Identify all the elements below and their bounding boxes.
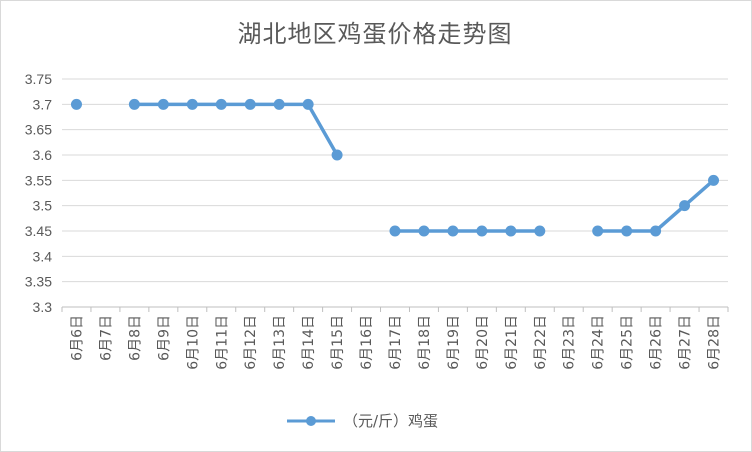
y-tick-label: 3.35 xyxy=(25,274,52,290)
x-tick-label: 6月18日 xyxy=(417,315,433,370)
data-point xyxy=(389,225,401,237)
x-tick-label: 6月22日 xyxy=(533,315,549,370)
x-tick-label: 6月11日 xyxy=(214,315,230,370)
series-line xyxy=(132,102,716,233)
chart-title: 湖北地区鸡蛋价格走势图 xyxy=(237,20,513,48)
data-point xyxy=(157,98,169,110)
x-tick-label: 6月26日 xyxy=(649,315,665,370)
y-tick-label: 3.3 xyxy=(33,299,53,315)
data-point xyxy=(331,149,343,161)
data-point xyxy=(215,98,227,110)
x-tick-label: 6月19日 xyxy=(446,315,462,370)
y-axis-ticks: 3.3 3.35 3.4 3.45 3.5 3.55 3.6 3.65 3.7 3.75 xyxy=(25,71,52,315)
data-point xyxy=(186,98,198,110)
data-point xyxy=(128,98,140,110)
y-tick-label: 3.45 xyxy=(25,223,52,239)
data-point xyxy=(679,200,691,212)
y-tick-label: 3.6 xyxy=(33,147,53,163)
x-tick-label: 6月28日 xyxy=(707,315,723,370)
x-tick-label: 6月12日 xyxy=(243,315,259,370)
x-tick-label: 6月25日 xyxy=(620,315,636,370)
gridlines xyxy=(62,78,728,308)
legend: （元/斤）鸡蛋 xyxy=(287,412,438,430)
data-point xyxy=(447,225,459,237)
x-tick-label: 6月24日 xyxy=(591,315,607,370)
data-point xyxy=(621,225,633,237)
data-point xyxy=(273,98,285,110)
y-tick-label: 3.65 xyxy=(25,122,52,138)
x-tick-label: 6月13日 xyxy=(272,315,288,370)
data-point xyxy=(476,225,488,237)
data-point xyxy=(650,225,662,237)
x-tick-label: 6月17日 xyxy=(388,315,404,370)
x-tick-label: 6月27日 xyxy=(678,315,694,370)
x-tick-label: 6月21日 xyxy=(504,315,520,370)
x-axis-ticks: 6月6日 6月7日 6月8日 6月9日 6月10日 6月11日 6月12日 6月13日 6月14… xyxy=(61,307,729,370)
x-tick-label: 6月7日 xyxy=(98,315,114,361)
x-tick-label: 6月8日 xyxy=(127,315,143,361)
data-point xyxy=(302,98,314,110)
y-tick-label: 3.5 xyxy=(33,198,53,214)
y-tick-label: 3.55 xyxy=(25,172,52,188)
series-group xyxy=(70,98,720,237)
x-tick-label: 6月23日 xyxy=(562,315,578,370)
data-point xyxy=(534,225,546,237)
data-point xyxy=(244,98,256,110)
x-tick-label: 6月16日 xyxy=(359,315,375,370)
data-point xyxy=(418,225,430,237)
x-tick-label: 6月14日 xyxy=(301,315,317,370)
data-point xyxy=(505,225,517,237)
legend-marker xyxy=(306,416,316,426)
x-tick-label: 6月20日 xyxy=(475,315,491,370)
y-tick-label: 3.75 xyxy=(25,71,52,87)
x-tick-label: 6月15日 xyxy=(330,315,346,370)
data-point xyxy=(708,174,720,186)
x-tick-label: 6月6日 xyxy=(69,315,85,361)
y-tick-label: 3.4 xyxy=(33,248,53,264)
data-point xyxy=(592,225,604,237)
x-tick-label: 6月9日 xyxy=(156,315,172,361)
legend-label: （元/斤）鸡蛋 xyxy=(343,412,438,430)
x-tick-label: 6月10日 xyxy=(185,315,201,370)
y-tick-label: 3.7 xyxy=(33,96,53,112)
data-point xyxy=(70,98,82,110)
